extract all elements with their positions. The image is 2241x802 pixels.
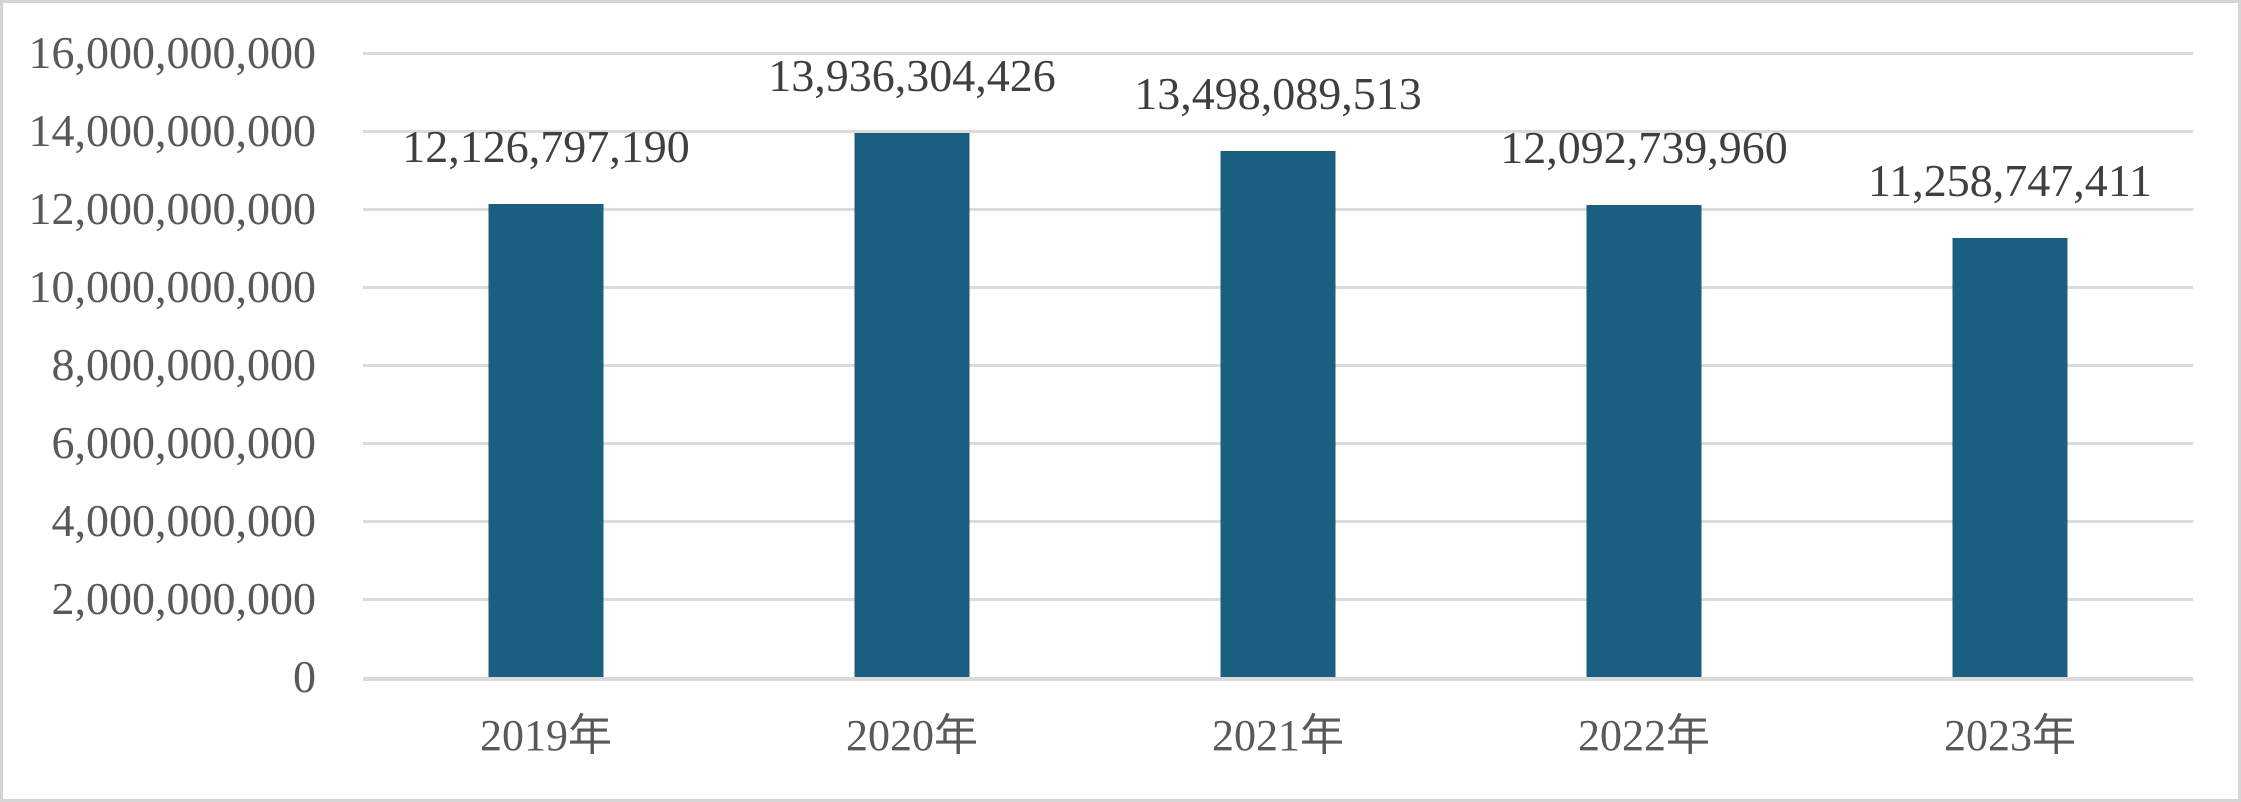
bar [488, 204, 604, 677]
x-category-label: 2023年 [1944, 711, 2076, 760]
data-label: 12,092,739,960 [1500, 122, 1788, 174]
y-axis: 16,000,000,000 14,000,000,000 12,000,000… [3, 30, 317, 700]
data-label: 12,126,797,190 [402, 121, 690, 173]
bars-layer: 12,126,797,190 13,936,304,426 13,498,089… [363, 53, 2193, 677]
gridline [363, 52, 2193, 55]
y-tick-label: 12,000,000,000 [28, 183, 317, 234]
y-tick-label: 10,000,000,000 [28, 261, 317, 312]
y-tick-label: 4,000,000,000 [51, 495, 317, 546]
y-tick-label: 0 [293, 651, 316, 702]
data-label: 13,936,304,426 [768, 50, 1056, 102]
data-label: 13,498,089,513 [1134, 67, 1422, 119]
x-category-label: 2022年 [1578, 711, 1710, 760]
bar [1586, 205, 1702, 677]
y-tick-label: 14,000,000,000 [28, 105, 317, 156]
x-axis: 2019年 2020年 2021年 2022年 2023年 [363, 681, 2193, 758]
bar [1220, 150, 1336, 677]
y-tick-label: 2,000,000,000 [51, 573, 317, 624]
x-category-label: 2020年 [846, 711, 978, 760]
bar [1952, 237, 2068, 677]
data-label: 11,258,747,411 [1867, 154, 2153, 206]
x-category-label: 2019年 [480, 711, 612, 760]
y-tick-label: 16,000,000,000 [28, 27, 317, 78]
bar-slot: 12,092,739,960 [1461, 53, 1827, 677]
bar-slot: 12,126,797,190 [363, 53, 729, 677]
gridline [363, 130, 2193, 133]
bar [854, 133, 970, 677]
bar-slot: 13,498,089,513 [1095, 53, 1461, 677]
bar-slot: 13,936,304,426 [729, 53, 1095, 677]
y-tick-label: 6,000,000,000 [51, 417, 317, 468]
y-tick-label: 8,000,000,000 [51, 339, 317, 390]
plot-area: 12,126,797,190 13,936,304,426 13,498,089… [363, 52, 2193, 681]
bar-slot: 11,258,747,411 [1827, 53, 2193, 677]
x-category-label: 2021年 [1212, 711, 1344, 760]
